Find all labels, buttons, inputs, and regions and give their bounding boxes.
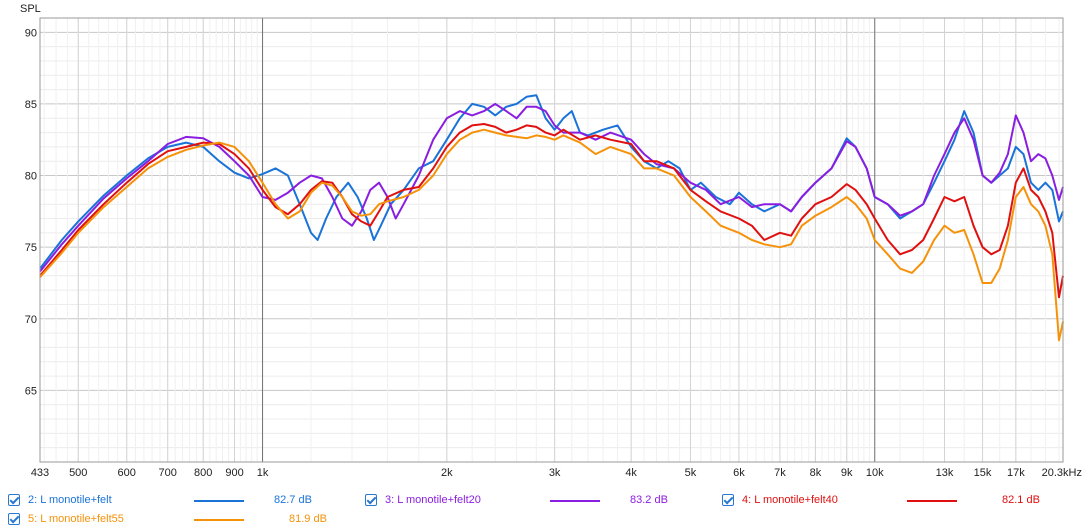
legend-swatch [550, 500, 600, 502]
x-tick-label: 700 [159, 467, 177, 479]
x-tick-label: 3k [549, 467, 561, 479]
y-axis-ticks: 65 70 75 80 85 90 [25, 27, 37, 397]
legend-value: 83.2 dB [630, 494, 668, 506]
x-tick-label: 1k [257, 467, 269, 479]
x-tick-label: 600 [118, 467, 136, 479]
legend-label: 4: L monotile+felt40 [742, 494, 838, 506]
plot-frame [39, 17, 1064, 463]
x-tick-label: 6k [733, 467, 745, 479]
y-tick-label: 85 [25, 99, 37, 111]
x-tick-label: 433 [31, 467, 49, 479]
x-tick-label: 20.3kHz [1042, 467, 1082, 479]
legend-value: 82.7 dB [274, 494, 312, 506]
x-tick-label: 500 [69, 467, 87, 479]
legend-entry-series-2[interactable]: 2: L monotile+felt 82.7 dB [8, 492, 348, 510]
y-tick-label: 75 [25, 242, 37, 254]
x-tick-label: 5k [685, 467, 697, 479]
series-line-2 [39, 94, 1064, 270]
x-tick-label: 15k [974, 467, 992, 479]
checkbox-icon[interactable] [365, 494, 377, 506]
y-tick-label: 90 [25, 27, 37, 39]
x-tick-label: 2k [441, 467, 453, 479]
x-tick-label: 17k [1007, 467, 1025, 479]
frequency-response-chart: 433 500 600 700 800 900 1k 2k 3k 4k 5k 6k 7k 8k 9k 10k 1… [20, 3, 1082, 479]
legend-row-1: 2: L monotile+felt 82.7 dB 3: L monotile… [0, 492, 1084, 510]
checkbox-icon[interactable] [8, 494, 20, 506]
x-tick-label: 800 [194, 467, 212, 479]
legend-label: 5: L monotile+felt55 [28, 513, 124, 525]
x-tick-label: 7k [774, 467, 786, 479]
x-tick-label: 4k [625, 467, 637, 479]
y-tick-label: 80 [25, 171, 37, 183]
checkbox-icon[interactable] [8, 513, 20, 525]
checkbox-icon[interactable] [722, 494, 734, 506]
legend-value: 81.9 dB [289, 513, 327, 525]
legend-swatch [194, 500, 244, 502]
legend-entry-series-4[interactable]: 4: L monotile+felt40 82.1 dB [722, 492, 1062, 510]
legend-entry-series-5[interactable]: 5: L monotile+felt55 81.9 dB [8, 511, 348, 529]
series-line-4 [39, 123, 1064, 299]
x-axis-ticks: 433 500 600 700 800 900 1k 2k 3k 4k 5k 6k 7k 8k 9k 10k 1… [31, 467, 1082, 479]
series-line-5 [39, 128, 1064, 342]
legend-label: 2: L monotile+felt [28, 494, 112, 506]
y-axis-label: SPL [20, 3, 41, 15]
series-line-3 [39, 102, 1064, 273]
legend-swatch [194, 519, 244, 521]
series-lines [39, 94, 1064, 342]
legend-swatch [907, 500, 957, 502]
grid [39, 17, 1064, 463]
legend-entry-series-3[interactable]: 3: L monotile+felt20 83.2 dB [365, 492, 705, 510]
x-tick-label: 9k [841, 467, 853, 479]
x-tick-label: 900 [225, 467, 243, 479]
x-tick-label: 8k [810, 467, 822, 479]
x-tick-label: 13k [936, 467, 954, 479]
y-tick-label: 65 [25, 385, 37, 397]
legend-label: 3: L monotile+felt20 [385, 494, 481, 506]
legend-row-2: 5: L monotile+felt55 81.9 dB [0, 511, 1084, 529]
y-tick-label: 70 [25, 314, 37, 326]
legend-value: 82.1 dB [1002, 494, 1040, 506]
x-tick-label: 10k [866, 467, 884, 479]
